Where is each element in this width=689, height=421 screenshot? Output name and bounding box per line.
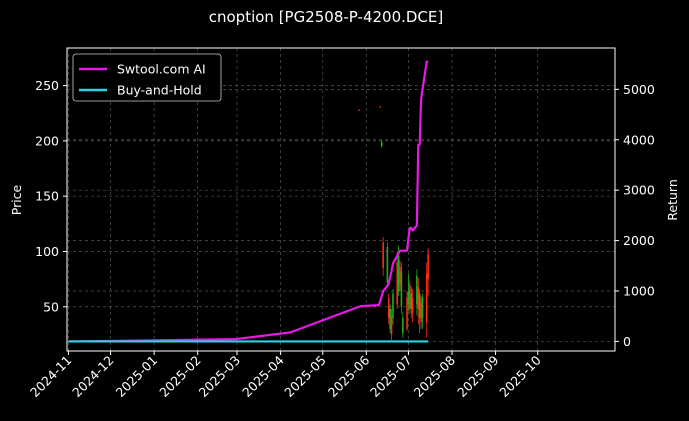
candle-body — [397, 255, 400, 292]
legend-label: Buy-and-Hold — [117, 83, 202, 98]
y2-tick-label: 4000 — [623, 132, 655, 147]
y-axis-left: 50 100 150 200 250 — [35, 78, 67, 314]
legend: Swtool.com AI Buy-and-Hold — [72, 53, 222, 102]
candle-body — [402, 317, 404, 334]
y2-tick-label: 2000 — [623, 233, 655, 248]
candle-body — [386, 247, 389, 283]
y-axis-label: Price — [9, 184, 24, 215]
candle-body — [421, 297, 424, 318]
candle-body — [399, 266, 401, 285]
candle-body — [380, 141, 383, 147]
candle-body — [396, 262, 399, 305]
y2-tick-label: 3000 — [623, 183, 655, 198]
y2-axis-label: Return — [665, 179, 680, 220]
legend-box — [72, 53, 222, 102]
candle-body — [409, 284, 411, 309]
candle-body — [411, 297, 414, 314]
candle-body — [425, 273, 428, 323]
candle-body — [392, 293, 394, 318]
candle-body — [390, 315, 393, 335]
candle-body — [416, 275, 418, 305]
y-tick-label: 100 — [35, 244, 59, 259]
candle-body — [406, 297, 408, 329]
y-axis-right: 0 1000 2000 3000 4000 5000 — [615, 82, 655, 349]
candle-body — [389, 308, 391, 329]
y-tick-label: 50 — [43, 299, 59, 314]
candle-body — [418, 293, 421, 318]
y2-tick-label: 1000 — [623, 284, 655, 299]
candle-body — [387, 297, 390, 318]
series-line-0 — [68, 60, 429, 343]
candle-body — [417, 286, 420, 309]
y-tick-label: 150 — [35, 189, 59, 204]
candle-body — [420, 302, 422, 323]
chart-title: cnoption [PG2508-P-4200.DCE] — [209, 8, 444, 26]
y2-tick-label: 5000 — [623, 82, 655, 97]
legend-label: Swtool.com AI — [117, 62, 206, 77]
y-tick-label: 250 — [35, 78, 59, 93]
candle-body — [358, 109, 361, 111]
candle-body — [407, 291, 410, 305]
series-lines — [68, 60, 429, 343]
candle-body — [379, 106, 382, 108]
plot-frame — [66, 47, 616, 352]
candle-body — [427, 253, 429, 280]
y-tick-label: 200 — [35, 133, 59, 148]
candle-body — [400, 271, 403, 307]
y2-tick-label: 0 — [623, 334, 631, 349]
candles — [358, 105, 429, 340]
candle-body — [382, 242, 384, 269]
candle-body — [410, 293, 413, 309]
